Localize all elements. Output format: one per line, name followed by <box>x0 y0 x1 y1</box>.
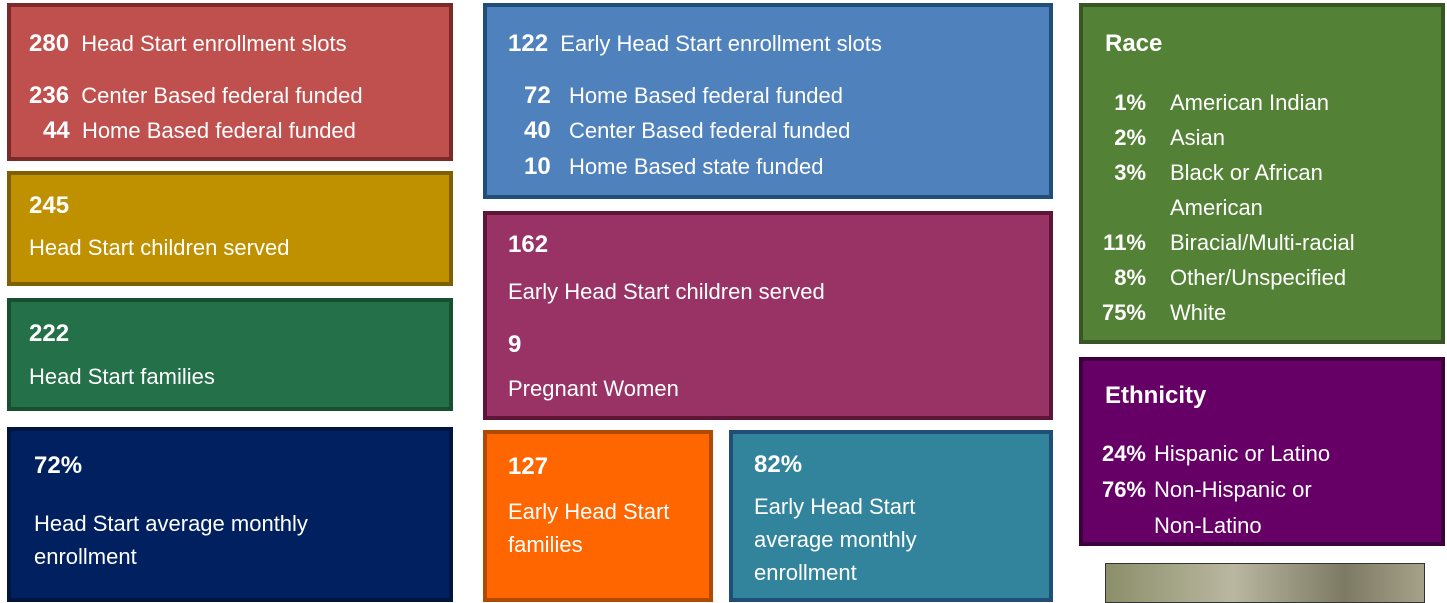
title: Race <box>1105 30 1162 57</box>
label: Other/Unspecified <box>1170 260 1400 295</box>
number: 9 <box>508 331 521 358</box>
label: Center Based federal funded <box>81 83 362 108</box>
label: Hispanic or Latino <box>1154 436 1354 472</box>
label: Non-Hispanic or Non-Latino <box>1154 472 1354 544</box>
hs-enrollment-box: 72% Head Start average monthly enrollmen… <box>7 427 453 602</box>
label: Head Start families <box>29 360 215 393</box>
number: 122 <box>508 30 548 57</box>
ehs-enrollment-box: 82% Early Head Start average monthly enr… <box>729 430 1053 602</box>
list-row: 75% White <box>1101 295 1400 330</box>
list-row: 2% Asian <box>1101 120 1400 155</box>
ehs-families-box: 127 Early Head Start families <box>483 430 713 602</box>
hs-slots-item: 44 Home Based federal funded <box>43 114 356 147</box>
list-row: 3% Black or African American <box>1101 155 1400 225</box>
label: White <box>1170 295 1400 330</box>
label: Biracial/Multi-racial <box>1170 225 1400 260</box>
label: Early Head Start enrollment slots <box>560 31 882 56</box>
number: 44 <box>43 117 70 144</box>
label: Asian <box>1170 120 1400 155</box>
hs-slots-total: 280 Head Start enrollment slots <box>29 27 347 60</box>
number: 162 <box>508 231 548 258</box>
label: Early Head Start families <box>508 495 678 561</box>
race-box: Race 1% American Indian 2% Asian 3% Black or … <box>1079 3 1445 344</box>
list-row: 76%Non-Hispanic or Non-Latino <box>1101 472 1354 544</box>
hs-families-box: 222 Head Start families <box>7 298 453 411</box>
number: 2% <box>1101 120 1146 155</box>
label: Home Based state funded <box>569 154 823 179</box>
ehs-served-box: 162 Early Head Start children served 9 P… <box>483 211 1053 420</box>
list-row: 24%Hispanic or Latino <box>1101 436 1354 472</box>
label: Head Start average monthly enrollment <box>34 507 394 573</box>
number: 24% <box>1101 436 1146 472</box>
hs-slots-item: 236 Center Based federal funded <box>29 79 363 112</box>
label: Early Head Start average monthly enrollm… <box>754 490 974 589</box>
ehs-slots-box: 122 Early Head Start enrollment slots 72… <box>483 3 1053 199</box>
label: Pregnant Women <box>508 372 679 405</box>
number: 82% <box>754 451 802 478</box>
number: 40 <box>524 117 551 144</box>
number: 245 <box>29 192 69 219</box>
label: Head Start enrollment slots <box>81 31 346 56</box>
number: 280 <box>29 30 69 57</box>
number: 11% <box>1101 225 1146 260</box>
number: 76% <box>1101 472 1146 544</box>
title: Ethnicity <box>1105 382 1206 409</box>
list-row: 11% Biracial/Multi-racial <box>1101 225 1400 260</box>
number: 75% <box>1101 295 1146 330</box>
list-row: 8% Other/Unspecified <box>1101 260 1400 295</box>
number: 3% <box>1101 155 1146 225</box>
label: American Indian <box>1170 85 1400 120</box>
label: Head Start children served <box>29 231 289 264</box>
label: Early Head Start children served <box>508 275 825 308</box>
photo <box>1105 563 1425 603</box>
label: Black or African American <box>1170 155 1400 225</box>
number: 222 <box>29 320 69 347</box>
number: 1% <box>1101 85 1146 120</box>
number: 72% <box>34 452 82 479</box>
page: 280 Head Start enrollment slots 236 Cent… <box>0 0 1447 598</box>
number: 8% <box>1101 260 1146 295</box>
label: Home Based federal funded <box>82 118 356 143</box>
number: 236 <box>29 82 69 109</box>
number: 72 <box>524 82 551 109</box>
list-row: 1% American Indian <box>1101 85 1400 120</box>
label: Center Based federal funded <box>569 118 850 143</box>
hs-served-box: 245 Head Start children served <box>7 171 453 286</box>
number: 127 <box>508 453 548 480</box>
number: 10 <box>524 153 551 180</box>
hs-slots-box: 280 Head Start enrollment slots 236 Cent… <box>7 3 453 161</box>
race-list: 1% American Indian 2% Asian 3% Black or Afric… <box>1101 85 1400 330</box>
label: Home Based federal funded <box>569 83 843 108</box>
